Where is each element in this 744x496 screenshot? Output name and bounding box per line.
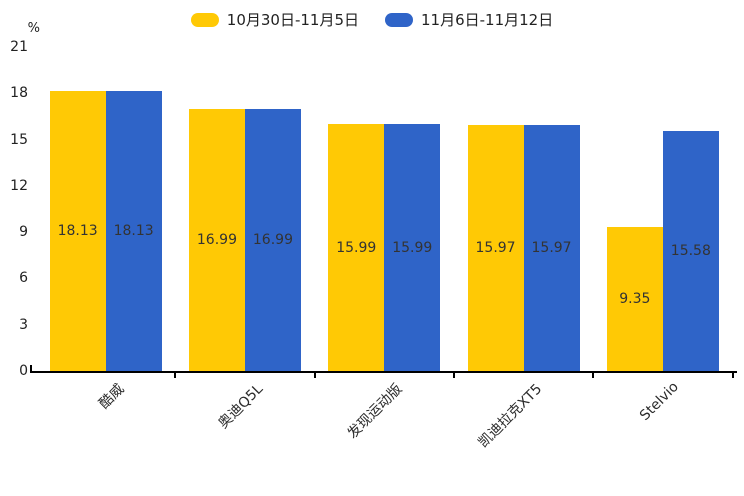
bar-series-2-酷威: 18.13 [105,91,162,371]
bar-value-label: 15.97 [475,239,516,256]
bar-value-label: 16.99 [252,231,293,248]
y-tick-label: 18 [10,85,28,102]
x-category-label-酷威: 酷威 [95,381,128,413]
bar-value-label: 18.13 [57,223,98,240]
x-category-label-凯迪拉克XT5: 凯迪拉克XT5 [475,381,545,451]
chart-legend: 10月30日-11月5日 11月6日-11月12日 [0,9,744,30]
x-axis-tick [174,373,177,378]
legend-label: 11月6日-11月12日 [421,11,554,29]
legend-swatch-icon [385,12,413,27]
bar-value-label: 15.99 [392,239,433,256]
bar-series-1-奥迪Q5L: 16.99 [188,108,245,371]
y-tick-label: 21 [10,39,28,55]
bar-series-2-凯迪拉克XT5: 15.97 [523,124,580,371]
legend-swatch-icon [190,12,219,27]
x-category-label-发现运动版: 发现运动版 [344,381,406,442]
y-tick-label: 12 [10,177,28,194]
legend-item-series-1: 10月30日-11月5日 [190,9,359,30]
y-tick-label: 3 [19,316,28,333]
y-axis-unit-label: % [27,21,40,36]
legend-label: 10月30日-11月5日 [226,11,359,29]
bar-value-label: 15.99 [336,239,377,256]
x-axis-line [30,371,737,373]
x-axis-tick [313,373,316,378]
bar-series-1-发现运动版: 15.99 [328,124,385,371]
legend-item-series-2: 11月6日-11月12日 [385,9,553,30]
bar-series-2-发现运动版: 15.99 [384,124,441,371]
x-category-label-奥迪Q5L: 奥迪Q5L [215,381,267,432]
bar-value-label: 15.58 [670,242,711,259]
bar-series-2-Stelvio: 15.58 [662,130,719,371]
x-category-label-Stelvio: Stelvio [637,379,683,424]
x-axis-tick [731,373,734,378]
x-axis-tick [452,373,455,378]
bar-series-1-Stelvio: 9.35 [606,226,663,371]
bar-series-2-奥迪Q5L: 16.99 [244,108,301,371]
bar-series-1-酷威: 18.13 [49,91,106,371]
y-tick-label: 0 [19,363,28,379]
y-axis-origin-tick [30,365,32,371]
y-tick-label: 15 [10,131,28,148]
bar-value-label: 15.97 [531,239,572,256]
y-tick-label: 9 [19,224,28,241]
bar-value-label: 18.13 [113,223,154,240]
x-axis-tick [592,373,595,378]
bar-value-label: 16.99 [196,231,237,248]
bar-value-label: 9.35 [619,290,651,307]
bar-series-1-凯迪拉克XT5: 15.97 [467,124,524,371]
y-tick-label: 6 [19,270,28,287]
